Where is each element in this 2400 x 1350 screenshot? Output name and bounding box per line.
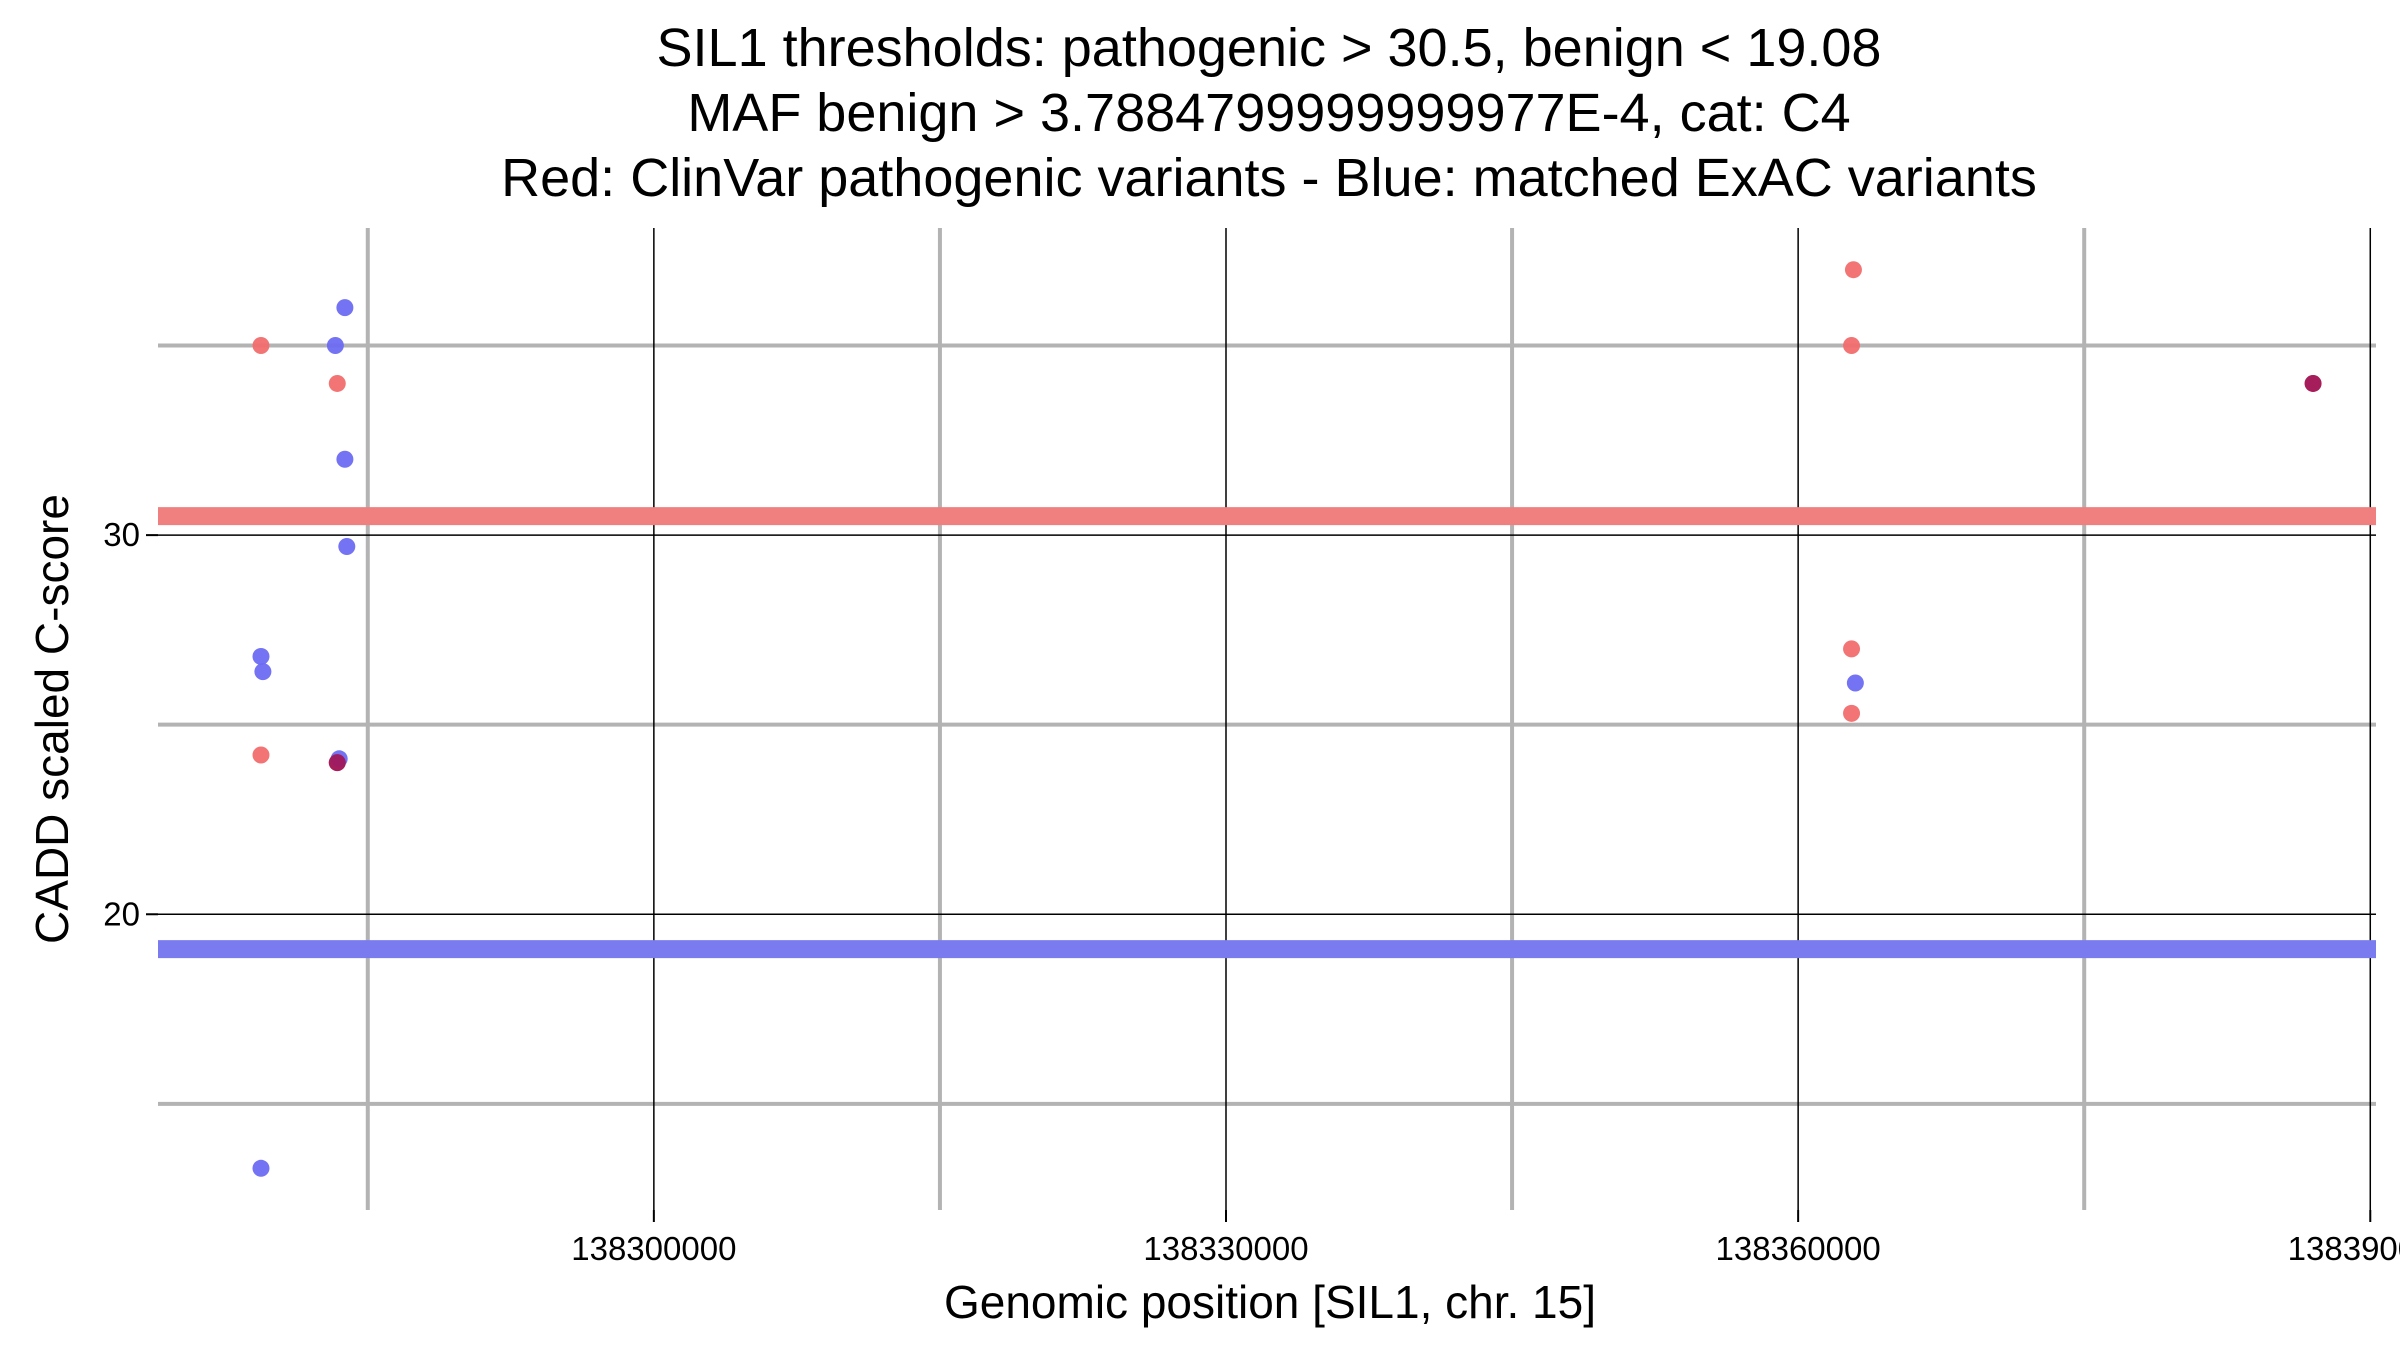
data-point-series-2 [2304, 374, 2322, 392]
data-point-series-1 [252, 647, 270, 665]
data-point-series-0 [1844, 261, 1862, 279]
data-point-series-1 [254, 663, 272, 681]
major-gridlines [158, 228, 2376, 1210]
data-point-series-1 [252, 1159, 270, 1177]
minor-gridlines [158, 228, 2376, 1210]
x-axis-ticks: 138300000 138330000 138360000 138390000 [571, 1210, 2400, 1267]
data-point-series-1 [336, 299, 354, 317]
x-tick-label: 138360000 [1716, 1230, 1881, 1267]
data-point-series-1 [336, 450, 354, 468]
title-line-2: MAF benign > 3.7884799999999977E-4, cat:… [687, 83, 1850, 143]
chart-title: SIL1 thresholds: pathogenic > 30.5, beni… [501, 18, 2037, 208]
x-tick-label: 138300000 [571, 1230, 736, 1267]
data-point-series-2 [328, 754, 346, 772]
data-point-series-0 [1843, 337, 1861, 355]
y-axis-title: CADD scaled C-score [26, 494, 78, 944]
data-point-series-0 [1843, 640, 1861, 658]
data-point-series-0 [252, 746, 270, 764]
title-line-1: SIL1 thresholds: pathogenic > 30.5, beni… [657, 18, 1882, 78]
title-line-3: Red: ClinVar pathogenic variants - Blue:… [501, 148, 2037, 208]
x-tick-label: 138330000 [1143, 1230, 1308, 1267]
data-point-series-1 [1846, 674, 1864, 692]
data-point-series-0 [1843, 704, 1861, 722]
threshold-lines [158, 507, 2376, 959]
data-point-series-1 [326, 337, 344, 355]
data-point-series-0 [328, 374, 346, 392]
y-tick-label: 30 [103, 516, 140, 553]
data-points [252, 261, 2322, 1177]
x-axis-title: Genomic position [SIL1, chr. 15] [944, 1276, 1596, 1328]
y-tick-label: 20 [103, 895, 140, 932]
data-point-series-0 [252, 337, 270, 355]
data-point-series-1 [338, 537, 356, 555]
x-tick-label: 138390000 [2288, 1230, 2400, 1267]
